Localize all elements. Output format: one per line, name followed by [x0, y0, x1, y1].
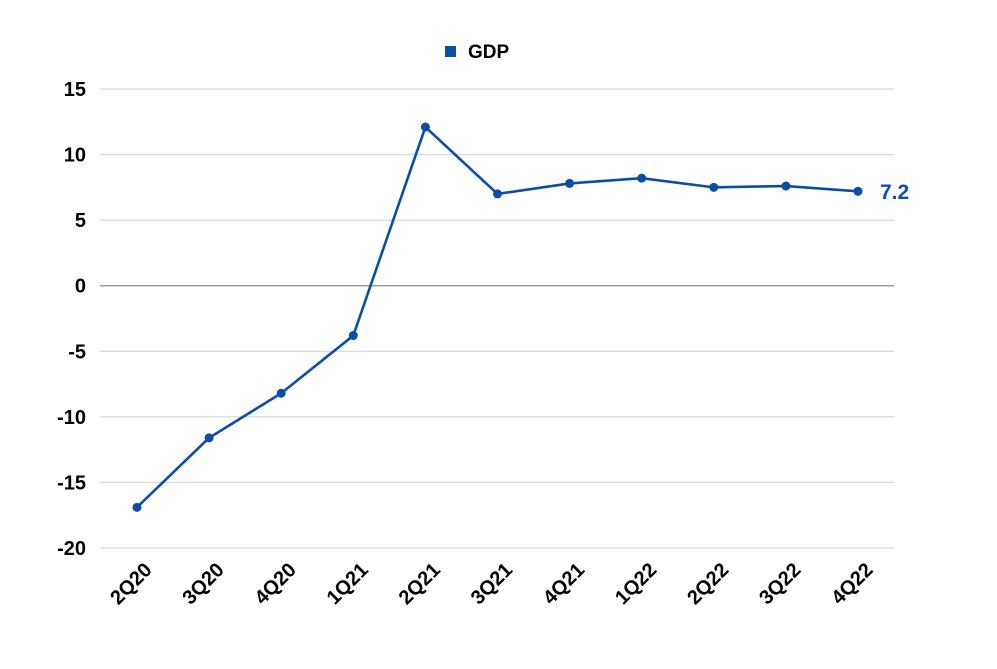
legend-swatch — [445, 46, 456, 57]
y-tick-label: -20 — [57, 538, 86, 560]
x-tick-label: 1Q22 — [611, 559, 661, 609]
data-point — [132, 502, 142, 512]
data-point — [853, 186, 863, 196]
legend-label: GDP — [468, 42, 510, 63]
y-tick-label: 10 — [64, 145, 86, 167]
x-tick-label: 4Q20 — [251, 559, 301, 609]
y-tick-label: 0 — [75, 276, 86, 298]
x-tick-label: 3Q22 — [755, 559, 805, 609]
x-tick-label: 2Q20 — [106, 559, 156, 609]
data-point — [637, 173, 647, 183]
y-tick-label: 15 — [64, 79, 86, 101]
series-gdp — [132, 122, 863, 512]
y-tick-label: -10 — [57, 407, 86, 429]
data-point — [709, 182, 719, 192]
x-tick-label: 3Q20 — [178, 559, 228, 609]
x-axis-ticks: 2Q20 3Q20 4Q20 1Q21 2Q21 3Q21 4Q21 1Q22 2Q22 3Q22… — [106, 559, 877, 609]
x-tick-label: 1Q21 — [323, 559, 373, 609]
y-axis-ticks: 15 10 5 0 -5 -10 -15 -20 — [57, 79, 86, 560]
y-tick-label: 5 — [75, 210, 86, 232]
data-point — [781, 181, 791, 191]
data-point — [204, 433, 214, 443]
legend: GDP — [445, 42, 510, 63]
x-tick-label: 4Q22 — [827, 559, 877, 609]
data-point — [565, 178, 575, 188]
x-tick-label: 3Q21 — [467, 559, 517, 609]
x-tick-label: 2Q21 — [395, 559, 445, 609]
y-tick-label: -5 — [68, 341, 86, 363]
data-label-last-value: 7.2 — [880, 181, 909, 204]
series-line-gdp — [136, 125, 859, 509]
data-point — [420, 122, 430, 132]
data-point — [276, 388, 286, 398]
y-tick-label: -15 — [57, 472, 86, 494]
x-tick-label: 2Q22 — [683, 559, 733, 609]
data-point — [348, 331, 358, 341]
x-tick-label: 4Q21 — [539, 559, 589, 609]
gridlines — [100, 88, 894, 549]
data-point — [493, 189, 502, 199]
